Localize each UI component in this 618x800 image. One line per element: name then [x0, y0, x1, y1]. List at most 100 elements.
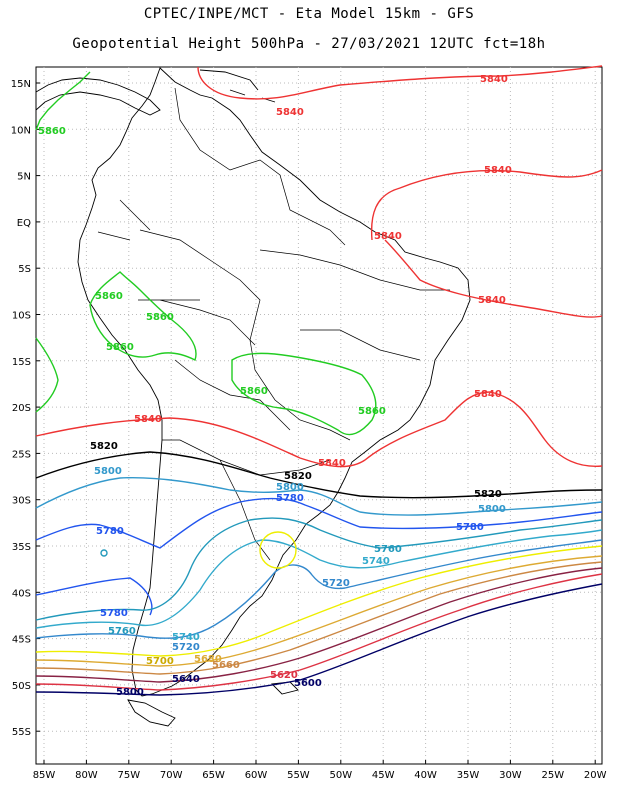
- map-frame: [35, 66, 603, 765]
- contour-5780-sw: [35, 577, 153, 616]
- map-subtitle: Geopotential Height 500hPa - 27/03/2021 …: [72, 36, 546, 52]
- lon-tick-label: 25W: [541, 770, 564, 781]
- label-5820: 5820: [474, 489, 502, 500]
- label-5780: 5780: [456, 522, 484, 533]
- label-5800: 5800: [94, 466, 122, 477]
- label-5720: 5720: [322, 578, 350, 589]
- label-5800: 5800: [478, 504, 506, 515]
- axis-ticks: 85W 80W 75W 70W 65W 60W 55W 50W 45W 40W 35W 30W 25W 2…: [11, 79, 607, 781]
- label-5840: 5840: [276, 107, 304, 118]
- label-5840: 5840: [480, 74, 508, 85]
- graticule: [36, 67, 602, 764]
- contour-5860-peru: [89, 271, 197, 361]
- label-5840: 5840: [318, 458, 346, 469]
- map-title: CPTEC/INPE/MCT - Eta Model 15km - GFS: [143, 6, 475, 22]
- lon-tick-label: 75W: [117, 770, 140, 781]
- contour-5860-chile: [35, 337, 59, 413]
- country-borders: [97, 87, 450, 561]
- lon-tick-label: 45W: [372, 770, 395, 781]
- label-5720: 5720: [172, 642, 200, 653]
- contour-5760: [35, 517, 603, 621]
- contour-5720: [35, 539, 603, 639]
- coastlines: [35, 67, 471, 727]
- contour-5700-closed: [259, 531, 297, 569]
- label-5840: 5840: [478, 295, 506, 306]
- label-5700: 5700: [146, 656, 174, 667]
- lon-tick-label: 80W: [75, 770, 98, 781]
- contour-5860-caribbean: [35, 71, 91, 131]
- central-america: [35, 77, 161, 116]
- lon-tick-label: 30W: [499, 770, 522, 781]
- label-5840: 5840: [134, 414, 162, 425]
- contour-labels: 5840 5840 5840 5840 5840 5840 5840 5840 …: [38, 74, 512, 698]
- label-5780: 5780: [96, 526, 124, 537]
- label-5740: 5740: [172, 632, 200, 643]
- contour-5700: [35, 545, 603, 657]
- label-5860: 5860: [95, 291, 123, 302]
- label-5780: 5780: [100, 608, 128, 619]
- lat-tick-label: EQ: [17, 218, 31, 229]
- lon-tick-label: 55W: [287, 770, 310, 781]
- lat-tick-label: 30S: [12, 496, 31, 507]
- lat-tick-label: 35S: [12, 542, 31, 553]
- tierra-del-fuego: [127, 699, 176, 727]
- contour-5840-north: [197, 65, 603, 100]
- label-5740: 5740: [362, 556, 390, 567]
- label-5840: 5840: [484, 165, 512, 176]
- lat-tick-label: 5S: [18, 264, 31, 275]
- lat-tick-label: 15N: [11, 79, 31, 90]
- label-5760: 5760: [108, 626, 136, 637]
- contour-5780: [35, 497, 603, 549]
- contour-5620: [35, 573, 603, 691]
- contour-5840-ne-loop: [384, 239, 603, 318]
- lat-tick-label: 55S: [12, 727, 31, 738]
- contour-5860-brazil: [231, 352, 377, 436]
- label-5860: 5860: [106, 342, 134, 353]
- lat-tick-label: 40S: [12, 588, 31, 599]
- contour-5600: [35, 583, 603, 696]
- lat-tick-label: 45S: [12, 635, 31, 646]
- lat-tick-label: 50S: [12, 681, 31, 692]
- label-5860: 5860: [38, 126, 66, 137]
- lon-tick-label: 65W: [202, 770, 225, 781]
- label-5820: 5820: [284, 471, 312, 482]
- lon-tick-label: 35W: [457, 770, 480, 781]
- label-5840: 5840: [474, 389, 502, 400]
- label-5820: 5820: [90, 441, 118, 452]
- label-5860: 5860: [146, 312, 174, 323]
- contour-5640: [35, 567, 603, 683]
- lon-tick-label: 50W: [329, 770, 352, 781]
- label-5660: 5660: [212, 660, 240, 671]
- contour-5740: [35, 529, 603, 629]
- lat-tick-label: 20S: [12, 403, 31, 414]
- label-5840: 5840: [374, 231, 402, 242]
- label-5680: 5680: [194, 654, 222, 665]
- label-5620: 5620: [270, 670, 298, 681]
- lon-tick-label: 70W: [160, 770, 183, 781]
- contours: [35, 65, 603, 696]
- lon-tick-label: 60W: [245, 770, 268, 781]
- contour-5820: [35, 451, 603, 499]
- contour-5840-south: [35, 391, 603, 468]
- south-america-outline: [77, 67, 471, 697]
- contour-5800: [35, 476, 603, 516]
- contour-5840-eq: [370, 169, 603, 241]
- label-5800: 5800: [116, 687, 144, 698]
- contour-5660: [35, 561, 603, 675]
- lat-tick-label: 15S: [12, 357, 31, 368]
- label-5780: 5780: [276, 493, 304, 504]
- label-5860: 5860: [240, 386, 268, 397]
- lon-tick-label: 85W: [33, 770, 56, 781]
- lat-tick-label: 5N: [17, 172, 31, 183]
- lat-tick-label: 10N: [11, 125, 31, 136]
- label-5760: 5760: [374, 544, 402, 555]
- lon-tick-label: 20W: [584, 770, 607, 781]
- contour-small-loop: [100, 549, 108, 557]
- label-5860: 5860: [358, 406, 386, 417]
- label-5640: 5640: [172, 674, 200, 685]
- contour-5680: [35, 555, 603, 667]
- lat-tick-label: 25S: [12, 449, 31, 460]
- lat-tick-label: 10S: [12, 311, 31, 322]
- label-5600: 5600: [294, 678, 322, 689]
